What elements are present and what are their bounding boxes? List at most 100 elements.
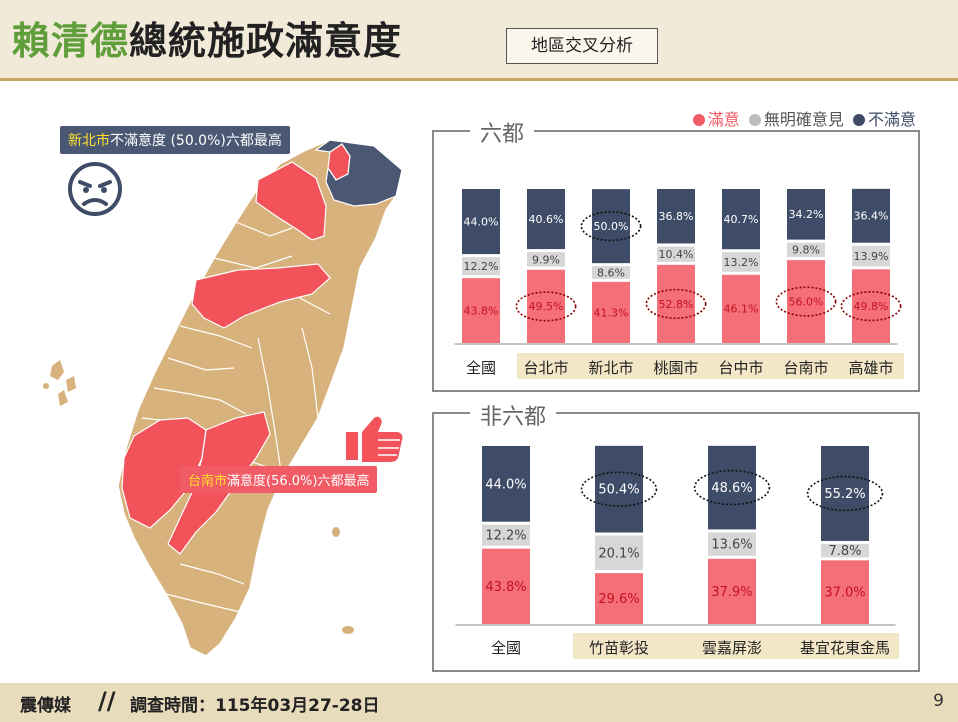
label-dissatisfied: 36.4% bbox=[854, 210, 889, 223]
page-number: 9 bbox=[933, 691, 944, 711]
highlight-circle bbox=[515, 291, 577, 322]
bar-neutral bbox=[821, 543, 869, 558]
bar-neutral bbox=[708, 532, 756, 556]
bar-neutral bbox=[787, 242, 825, 258]
region-taichung bbox=[191, 263, 331, 329]
subtitle-box: 地區交叉分析 bbox=[506, 28, 658, 64]
title-rest: 總統施政滿意度 bbox=[129, 19, 403, 63]
highlight-circle bbox=[580, 471, 658, 507]
small-islands bbox=[185, 405, 354, 634]
label-neutral: 7.8% bbox=[828, 544, 861, 559]
label-satisfied: 49.8% bbox=[854, 300, 889, 313]
highlight-circle bbox=[580, 211, 642, 242]
region-taoyuan bbox=[255, 161, 327, 241]
panel-six-cities bbox=[432, 130, 920, 392]
bar-dissatisfied bbox=[462, 189, 500, 255]
callout-new-taipei-text: 不滿意度 (50.0%)六都最高 bbox=[110, 133, 282, 149]
category-label: 台南市 bbox=[783, 359, 828, 377]
taiwan-map bbox=[30, 118, 430, 678]
callout-new-taipei-city: 新北市 bbox=[68, 133, 110, 149]
bar-satisfied bbox=[462, 278, 500, 343]
label-satisfied: 46.1% bbox=[724, 303, 759, 316]
category-label: 新北市 bbox=[588, 359, 633, 377]
bar-dissatisfied bbox=[595, 445, 643, 533]
bar-dissatisfied bbox=[722, 189, 760, 250]
bar-neutral bbox=[657, 246, 695, 262]
category-label: 基宜花東金馬 bbox=[800, 639, 890, 657]
category-label: 台中市 bbox=[718, 359, 763, 377]
bar-satisfied bbox=[787, 260, 825, 343]
highlight-circle bbox=[693, 469, 771, 506]
label-dissatisfied: 44.0% bbox=[464, 215, 499, 228]
label-neutral: 8.6% bbox=[597, 266, 625, 279]
chart-non-six: 43.8% 12.2% 44.0% 全國 29.6% 20.1% 50.4% 竹苗彰投 37.9… bbox=[455, 445, 896, 657]
label-neutral: 13.6% bbox=[711, 538, 752, 553]
label-dissatisfied: 40.7% bbox=[724, 213, 759, 226]
bar-satisfied bbox=[852, 269, 890, 343]
category-label: 高雄市 bbox=[848, 359, 893, 377]
legend-dot-dissatisfied bbox=[852, 114, 865, 126]
footer: 震傳媒 // 調查時間：115年03月27-28日 9 bbox=[0, 683, 958, 722]
legend-label-neutral: 無明確意見 bbox=[763, 110, 844, 129]
label-satisfied: 56.0% bbox=[789, 295, 824, 308]
label-dissatisfied: 48.6% bbox=[711, 481, 752, 496]
title-name: 賴清德 bbox=[12, 19, 130, 63]
label-dissatisfied: 40.6% bbox=[529, 213, 564, 226]
label-neutral: 13.9% bbox=[854, 250, 889, 263]
label-satisfied: 49.5% bbox=[529, 300, 564, 313]
region-new-taipei bbox=[314, 139, 403, 207]
region-tainan bbox=[121, 417, 207, 529]
bar-dissatisfied bbox=[821, 446, 869, 541]
panel-non-six-title: 非六都 bbox=[470, 399, 557, 431]
bar-neutral bbox=[852, 245, 890, 267]
map-base bbox=[117, 139, 403, 657]
bar-dissatisfied bbox=[482, 446, 530, 522]
bar-dissatisfied bbox=[708, 445, 756, 530]
callout-tainan-text: 滿意度(56.0%)六都最高 bbox=[227, 474, 370, 489]
bar-dissatisfied bbox=[787, 189, 825, 240]
label-satisfied: 43.8% bbox=[464, 304, 499, 317]
label-dissatisfied: 55.2% bbox=[824, 487, 865, 502]
footer-brand: 震傳媒 bbox=[20, 696, 71, 716]
highlight-circle bbox=[840, 291, 902, 322]
label-neutral: 9.9% bbox=[532, 253, 560, 266]
legend-item-neutral: 無明確意見 bbox=[748, 110, 844, 129]
legend-item-dissatisfied: 不滿意 bbox=[852, 110, 916, 129]
bar-neutral bbox=[722, 252, 760, 272]
label-dissatisfied: 50.4% bbox=[598, 483, 639, 498]
callout-tainan-city: 台南市 bbox=[188, 474, 228, 489]
bar-satisfied bbox=[595, 573, 643, 624]
header: 賴清德總統施政滿意度 地區交叉分析 bbox=[0, 0, 958, 78]
bar-dissatisfied bbox=[852, 188, 890, 243]
bar-dissatisfied bbox=[527, 189, 565, 250]
legend-item-satisfied: 滿意 bbox=[692, 110, 740, 129]
label-dissatisfied: 36.8% bbox=[659, 210, 694, 223]
panel-six-cities-title: 六都 bbox=[470, 116, 535, 148]
chart-six-cities: 43.8% 12.2% 44.0% 全國 49.5% 9.9% 40.6% 台北市 41.3% 8… bbox=[454, 188, 902, 377]
footer-survey-date: 調查時間：115年03月27-28日 bbox=[130, 696, 380, 716]
callout-new-taipei: 新北市不滿意度 (50.0%)六都最高 bbox=[60, 126, 290, 154]
panel-non-six bbox=[432, 412, 920, 672]
bar-satisfied bbox=[722, 274, 760, 343]
label-satisfied: 29.6% bbox=[598, 592, 639, 607]
category-label: 台北市 bbox=[523, 359, 568, 377]
highlight-circle bbox=[775, 286, 837, 317]
label-satisfied: 43.8% bbox=[485, 580, 526, 595]
bar-neutral bbox=[592, 266, 630, 279]
header-divider bbox=[0, 78, 958, 81]
label-neutral: 12.2% bbox=[485, 529, 526, 544]
legend-dot-neutral bbox=[748, 114, 761, 126]
highlight-circle bbox=[806, 475, 884, 512]
angry-face-icon bbox=[68, 162, 122, 216]
bar-satisfied bbox=[527, 269, 565, 343]
label-neutral: 20.1% bbox=[598, 546, 639, 561]
bar-satisfied bbox=[482, 548, 530, 624]
category-label: 全國 bbox=[491, 639, 521, 657]
footer-separator: // bbox=[98, 687, 116, 715]
label-neutral: 10.4% bbox=[659, 248, 694, 261]
bar-neutral bbox=[595, 535, 643, 571]
category-label: 桃園市 bbox=[653, 359, 698, 377]
chart-legend: 滿意 無明確意見 不滿意 bbox=[689, 106, 916, 130]
legend-dot-satisfied bbox=[692, 114, 705, 126]
label-neutral: 9.8% bbox=[792, 244, 820, 257]
